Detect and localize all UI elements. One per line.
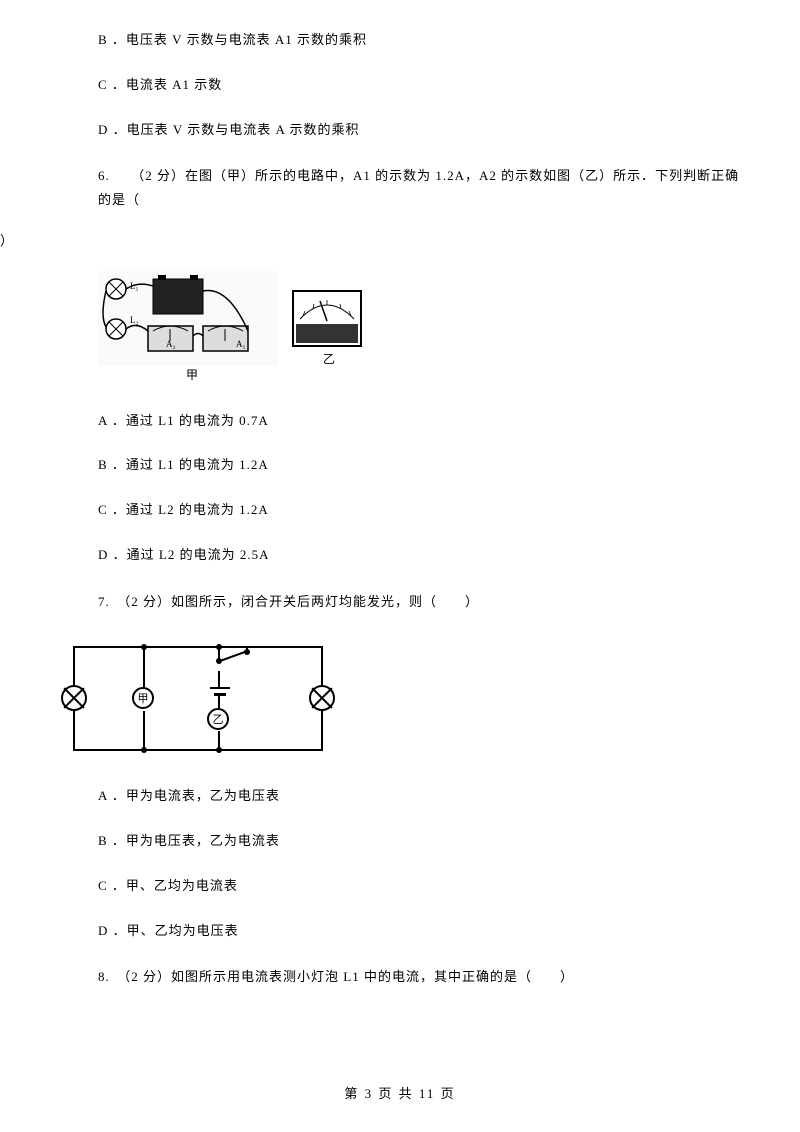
q6-stem: 6. （2 分）在图（甲）所示的电路中，A1 的示数为 1.2A，A2 的示数如… [60, 164, 740, 211]
svg-text:L₁: L₁ [130, 281, 139, 291]
q7-option-a: A ．甲为电流表，乙为电压表 [60, 786, 740, 807]
q7-option-c: C ．甲、乙均为电流表 [60, 876, 740, 897]
q5-option-c: C ．电流表 A1 示数 [60, 75, 740, 96]
svg-text:甲: 甲 [186, 368, 198, 382]
q6-option-a: A ．通过 L1 的电流为 0.7A [60, 411, 740, 432]
meter-jia: 甲 [132, 687, 154, 709]
svg-text:L₂: L₂ [130, 315, 139, 325]
q7-option-d: D ．甲、乙均为电压表 [60, 921, 740, 942]
q7-stem: 7. （2 分）如图所示，闭合开关后两灯均能发光，则（ ） [60, 590, 740, 613]
bulb-right [309, 685, 335, 711]
q6-option-b: B ．通过 L1 的电流为 1.2A [60, 455, 740, 476]
q6-circuit-svg: L₁ L₂ A₂ A₁ 甲 乙 [98, 271, 363, 386]
meter-yi: 乙 [207, 708, 229, 730]
bulb-left [61, 685, 87, 711]
svg-text:乙: 乙 [323, 352, 335, 366]
page-footer: 第 3 页 共 11 页 [0, 1083, 800, 1102]
q6-close-paren: ） [0, 229, 740, 252]
q5-option-b: B ．电压表 V 示数与电流表 A1 示数的乘积 [60, 30, 740, 51]
switch [220, 651, 247, 662]
q7-figure: 甲 乙 [78, 631, 740, 766]
q6-figure: L₁ L₂ A₂ A₁ 甲 乙 [98, 271, 740, 391]
q6-option-c: C ．通过 L2 的电流为 1.2A [60, 500, 740, 521]
svg-text:A₁: A₁ [236, 339, 246, 349]
q5-option-d: D ．电压表 V 示数与电流表 A 示数的乘积 [60, 120, 740, 141]
q7-option-b: B ．甲为电压表，乙为电流表 [60, 831, 740, 852]
q6-option-d: D ．通过 L2 的电流为 2.5A [60, 545, 740, 566]
q8-stem: 8. （2 分）如图所示用电流表测小灯泡 L1 中的电流，其中正确的是（ ） [60, 965, 740, 988]
svg-text:A₂: A₂ [166, 339, 176, 349]
